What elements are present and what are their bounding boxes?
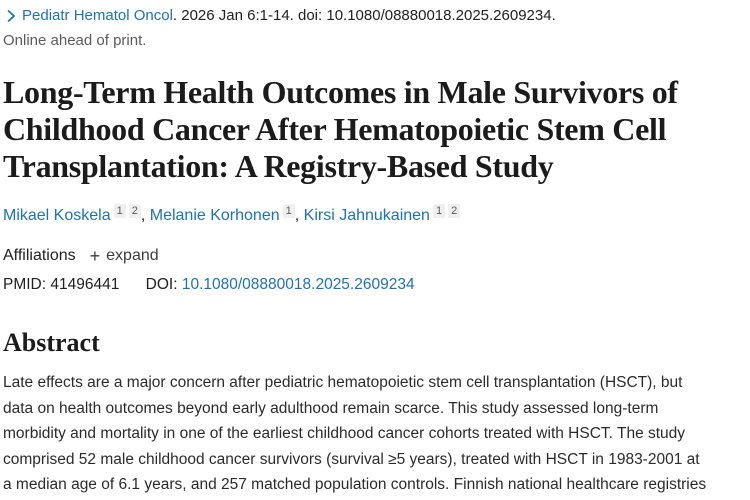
abstract-line: a median age of 6.1 years, and 257 match… [3,476,707,493]
plus-icon: + [89,245,101,266]
abstract-line: Late effects are a major concern after p… [3,374,683,391]
doi-label: DOI: [145,276,178,293]
affiliation-sup-chip: 2 [448,204,461,218]
abstract-heading: Abstract [3,328,100,357]
author-separator: , [140,207,150,224]
author-item: Mikael Koskela 1 2, [3,204,150,224]
author-link[interactable]: Mikael Koskela [3,207,111,224]
affiliation-sup-chip: 1 [113,204,126,218]
author-link[interactable]: Kirsi Jahnukainen [303,207,430,224]
affiliation-sup-chip: 2 [128,204,141,218]
expand-label: expand [106,247,159,264]
pmid-value: 41496441 [50,276,120,293]
pmid-label: PMID: [3,276,47,293]
chevron-right-icon[interactable] [6,9,16,23]
author-item: Melanie Korhonen 1, [149,204,304,224]
abstract-line: data on health outcomes beyond early adu… [3,399,659,417]
affiliations-row: Affiliations + expand [3,245,746,267]
affiliations-expand-button[interactable]: + expand [90,246,159,267]
affiliations-label: Affiliations [3,247,76,264]
author-link[interactable]: Melanie Korhonen [149,207,280,224]
doi-group: DOI: 10.1080/08880018.2025.2609234 [146,276,415,293]
author-separator: , [294,207,304,224]
article-title-line: Long-Term Health Outcomes in Male Surviv… [3,74,678,110]
article-title: Long-Term Health Outcomes in Male Surviv… [3,74,746,185]
citation-row: Pediatr Hematol Oncol . 2026 Jan 6:1-14.… [3,6,746,26]
online-ahead-of-print: Online ahead of print. [3,32,147,49]
authors-list: Mikael Koskela 1 2, Melanie Korhonen 1, Kir… [3,204,746,228]
affiliation-sup-chip: 1 [432,204,446,218]
article-title-line: Childhood Cancer After Hematopoietic Ste… [3,111,667,147]
author-item: Kirsi Jahnukainen 1 2 [303,204,461,224]
identifiers-row: PMID: 41496441 DOI: 10.1080/08880018.202… [3,274,746,296]
abstract-text: Late effects are a major concern after p… [3,370,746,500]
journal-link[interactable]: Pediatr Hematol Oncol [22,7,173,24]
citation-details: . 2026 Jan 6:1-14. doi: 10.1080/08880018… [172,7,556,24]
abstract-line: morbidity and mortality in one of the ea… [3,425,686,442]
doi-link[interactable]: 10.1080/08880018.2025.2609234 [181,276,415,293]
affiliation-sup-chip: 1 [282,204,295,218]
article-title-line: Transplantation: A Registry-Based Study [3,148,554,184]
abstract-line: comprised 52 male childhood cancer survi… [3,450,700,468]
